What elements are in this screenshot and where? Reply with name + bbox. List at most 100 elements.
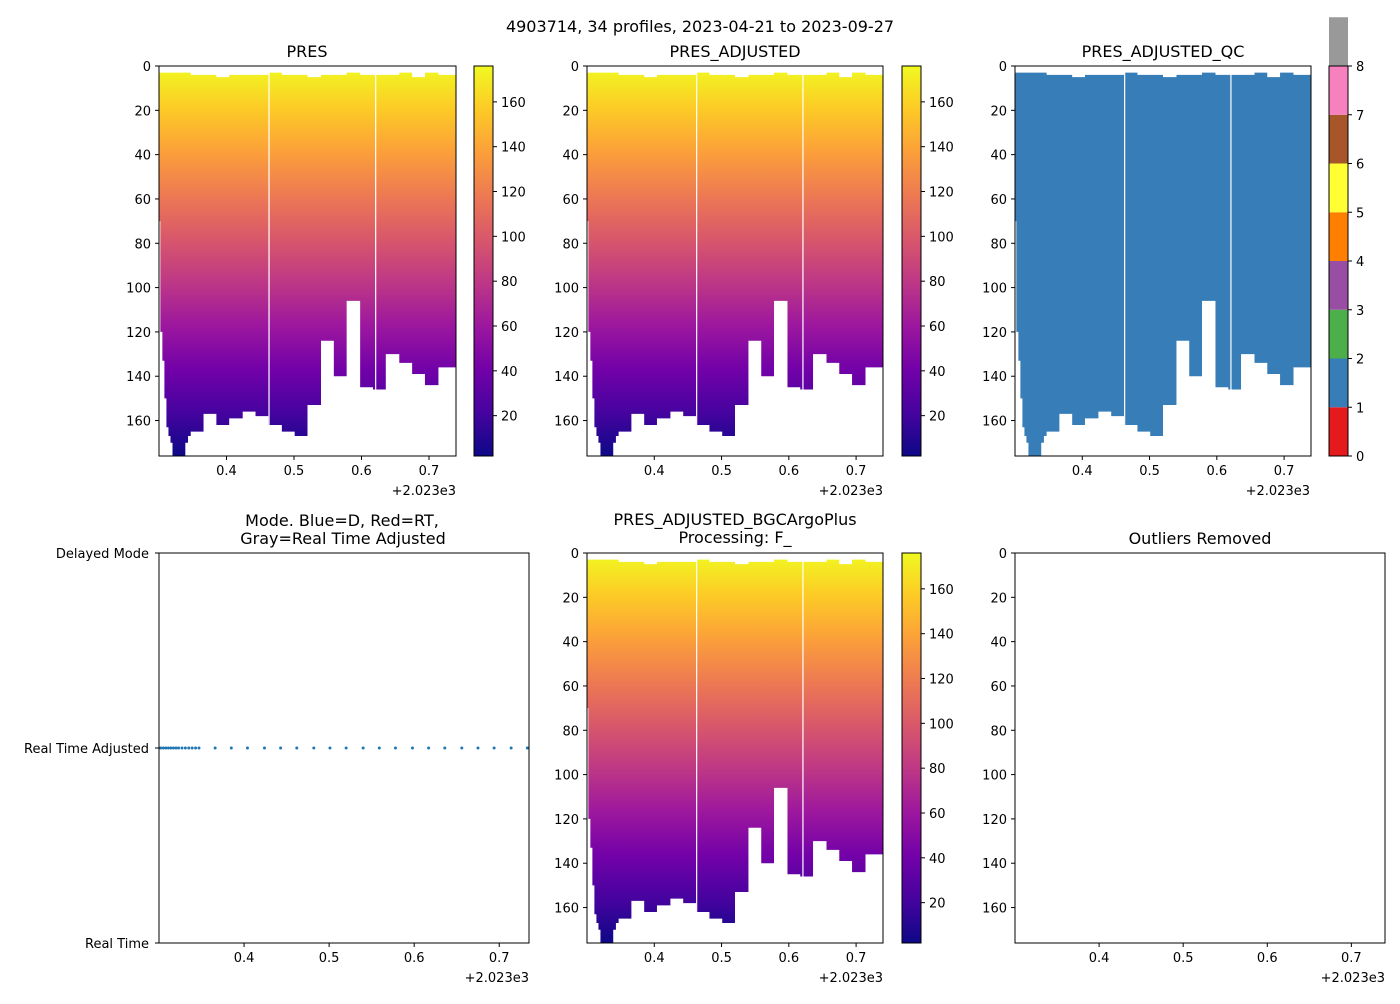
mode-point — [509, 746, 513, 750]
colorbar-tick-label: 80 — [929, 762, 946, 777]
x-tick-label: 0.4 — [234, 951, 255, 966]
x-tick-label: 0.4 — [1089, 951, 1110, 966]
colorbar-tick-label: 20 — [929, 410, 946, 425]
data-field — [159, 72, 456, 456]
colorbar-segment — [1329, 358, 1348, 408]
y-tick-label: 0 — [999, 60, 1007, 75]
colorbar-tick-label: 6 — [1356, 158, 1364, 173]
y-tick-label: 120 — [126, 326, 151, 341]
colorbar-gradient — [901, 65, 922, 457]
x-tick-label: 0.5 — [1173, 951, 1194, 966]
colorbar-tick-label: 2 — [1356, 353, 1364, 368]
colorbar: 20 40 60 80 100 120 140 160 — [901, 552, 954, 944]
y-tick-label: 40 — [990, 636, 1007, 651]
y-tick-label: 60 — [562, 680, 579, 695]
x-tick-label: 0.7 — [419, 464, 440, 479]
x-offset-label: +2.023e3 — [392, 484, 456, 499]
mode-point — [393, 746, 397, 750]
y-tick-label: 60 — [562, 193, 579, 208]
y-tick-label: 160 — [554, 415, 579, 430]
chart-title-line2: Processing: F_ — [678, 528, 792, 548]
y-tick-label: 140 — [126, 370, 151, 385]
colorbar-tick-label: 120 — [929, 673, 954, 688]
y-tick-label: 20 — [990, 104, 1007, 119]
y-tick-label: 80 — [562, 237, 579, 252]
colorbar-tick-label: 60 — [929, 807, 946, 822]
mode-point — [476, 746, 480, 750]
mode-point — [166, 746, 170, 750]
y-tick-label: 100 — [554, 769, 579, 784]
x-tick-label: 0.7 — [846, 951, 867, 966]
y-tick-label: 160 — [554, 902, 579, 917]
colorbar-tick-label: 40 — [929, 365, 946, 380]
colorbar-tick-label: 8 — [1356, 60, 1364, 75]
plot-area — [159, 746, 529, 750]
colorbar-tick-label: 0 — [1356, 450, 1364, 465]
y-tick-label: Delayed Mode — [56, 547, 149, 562]
y-tick-label: 80 — [134, 237, 151, 252]
chart-title-line2: Gray=Real Time Adjusted — [240, 529, 446, 548]
x-tick-label: 0.6 — [351, 464, 372, 479]
chart-title: PRES_ADJUSTED — [669, 42, 800, 62]
plot-area — [1015, 66, 1311, 456]
y-tick-label: 40 — [990, 149, 1007, 164]
colorbar-tick-label: 20 — [929, 897, 946, 912]
colorbar-tick-label: 120 — [501, 186, 526, 201]
y-tick-label: 60 — [990, 680, 1007, 695]
x-tick-label: 0.5 — [319, 951, 340, 966]
colorbar-tick-label: 120 — [929, 186, 954, 201]
y-tick-label: 0 — [571, 547, 579, 562]
y-tick-label: 140 — [982, 370, 1007, 385]
y-tick-label: Real Time Adjusted — [24, 742, 149, 757]
mode-point — [525, 746, 529, 750]
x-tick-label: 0.6 — [1206, 464, 1227, 479]
colorbar-tick-label: 160 — [929, 583, 954, 598]
x-tick-label: 0.4 — [1072, 464, 1093, 479]
x-offset-label: +2.023e3 — [1246, 484, 1310, 499]
colorbar-tick-label: 100 — [929, 717, 954, 732]
colorbar-segment — [1329, 261, 1348, 310]
x-tick-label: 0.5 — [1139, 464, 1160, 479]
mode-point — [344, 746, 348, 750]
x-tick-label: 0.7 — [846, 464, 867, 479]
mode-point — [183, 746, 187, 750]
colorbar-tick-label: 60 — [501, 320, 518, 335]
mode-point — [410, 746, 414, 750]
colorbar-segment — [1329, 212, 1348, 261]
figure-title: 4903714, 34 profiles, 2023-04-21 to 2023… — [506, 17, 894, 36]
colorbar-segment — [1329, 17, 1348, 66]
colorbar: 20 40 60 80 100 120 140 160 — [473, 65, 526, 457]
x-tick-label: 0.6 — [1257, 951, 1278, 966]
x-tick-label: 0.7 — [1341, 951, 1362, 966]
colorbar-tick-label: 60 — [929, 320, 946, 335]
mode-point — [262, 746, 266, 750]
x-tick-label: 0.5 — [711, 464, 732, 479]
y-tick-label: 40 — [134, 149, 151, 164]
data-field — [587, 72, 883, 456]
colorbar-segment — [1329, 66, 1348, 115]
y-tick-label: 140 — [554, 857, 579, 872]
mode-point — [177, 746, 181, 750]
y-tick-label: 100 — [982, 769, 1007, 784]
mode-point — [229, 746, 233, 750]
colorbar-tick-label: 80 — [929, 275, 946, 290]
y-tick-label: 80 — [562, 724, 579, 739]
chart-outliers-removed: Outliers Removed +2.023e3 0.4 0.5 0.6 0.7 0 2… — [982, 529, 1386, 986]
colorbar-tick-label: 100 — [929, 230, 954, 245]
mode-point — [187, 746, 191, 750]
mode-point — [427, 746, 431, 750]
colorbar: 20 40 60 80 100 120 140 160 — [901, 65, 954, 457]
y-tick-label: 20 — [562, 591, 579, 606]
y-tick-label: 100 — [982, 282, 1007, 297]
chart-pres: PRES 20 40 60 80 100 120 140 160 +2.023e3 0.4 0.… — [126, 42, 526, 499]
y-tick-label: 20 — [134, 104, 151, 119]
chart-title: Outliers Removed — [1129, 529, 1272, 548]
colorbar-tick-label: 100 — [501, 230, 526, 245]
mode-point — [460, 746, 464, 750]
y-tick-label: 140 — [554, 370, 579, 385]
plot-area — [159, 66, 456, 456]
colorbar-tick-label: 80 — [501, 275, 518, 290]
x-tick-label: 0.5 — [711, 951, 732, 966]
mode-point — [159, 746, 163, 750]
